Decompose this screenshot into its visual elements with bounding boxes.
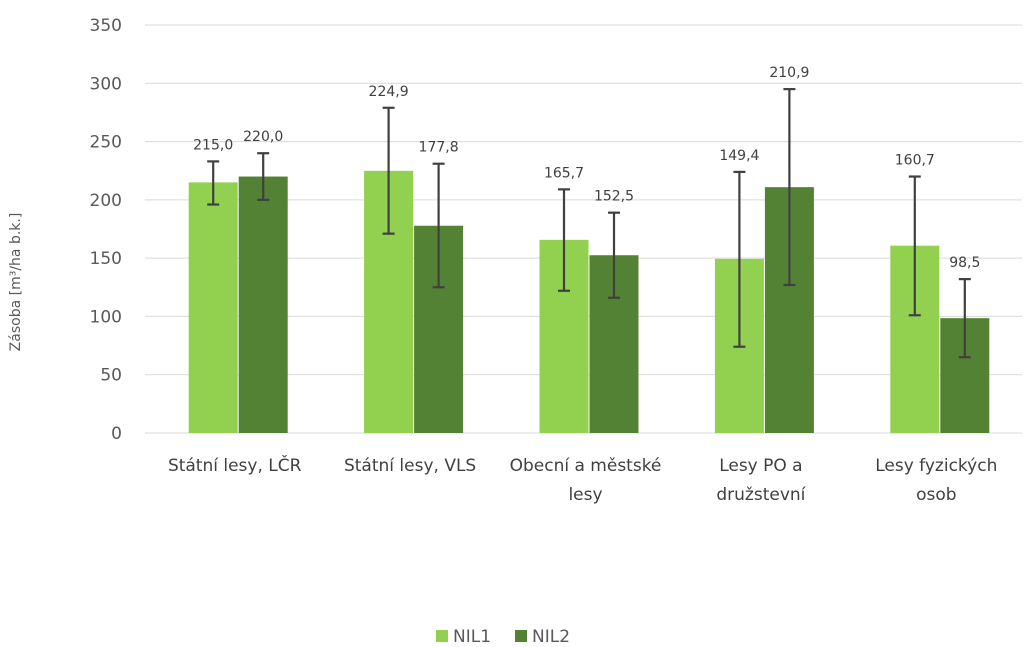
y-tick-label: 0: [111, 424, 122, 444]
y-tick-label: 150: [90, 249, 122, 269]
y-tick-label: 50: [100, 366, 122, 386]
y-tick-label: 250: [90, 133, 122, 153]
x-axis-categories: Státní lesy, LČR Státní lesy, VLS Obecní a…: [168, 454, 997, 505]
y-tick-label: 350: [90, 16, 122, 36]
y-axis-label: Zásoba [m³/ha b.k.]: [8, 213, 24, 352]
legend-label-nil2: NIL2: [532, 627, 570, 647]
data-label: 210,9: [769, 65, 809, 81]
data-label: 152,5: [594, 189, 634, 205]
x-category-label: Obecní a městské lesy: [510, 456, 662, 505]
y-axis-ticks: 0 50 100 150 200 250 300 350: [90, 16, 122, 444]
bars: [188, 170, 990, 434]
legend: NIL1 NIL2: [436, 627, 570, 647]
x-category-label: Státní lesy, VLS: [344, 456, 476, 476]
legend-label-nil1: NIL1: [453, 627, 491, 647]
data-label: 149,4: [719, 148, 759, 164]
data-label: 224,9: [369, 84, 409, 100]
y-tick-label: 300: [90, 74, 122, 94]
data-label: 215,0: [193, 137, 233, 153]
data-label: 177,8: [419, 140, 459, 156]
data-label: 160,7: [895, 153, 935, 169]
x-category-label: Lesy fyzických osob: [875, 456, 997, 505]
legend-swatch-nil2: [515, 630, 527, 642]
y-tick-label: 200: [90, 191, 122, 211]
y-tick-label: 100: [90, 307, 122, 327]
data-label: 98,5: [949, 255, 980, 271]
legend-swatch-nil1: [436, 630, 448, 642]
bar-nil2: [238, 176, 288, 434]
x-category-label: Lesy PO a družstevní: [716, 456, 806, 505]
x-category-label: Státní lesy, LČR: [168, 454, 302, 476]
data-labels: 215,0 220,0 224,9 177,8 165,7 152,5 149,4 210,9…: [193, 65, 980, 271]
data-label: 165,7: [544, 165, 584, 181]
error-bars: [207, 88, 971, 359]
bar-nil1: [188, 182, 238, 433]
data-label: 220,0: [243, 129, 283, 145]
